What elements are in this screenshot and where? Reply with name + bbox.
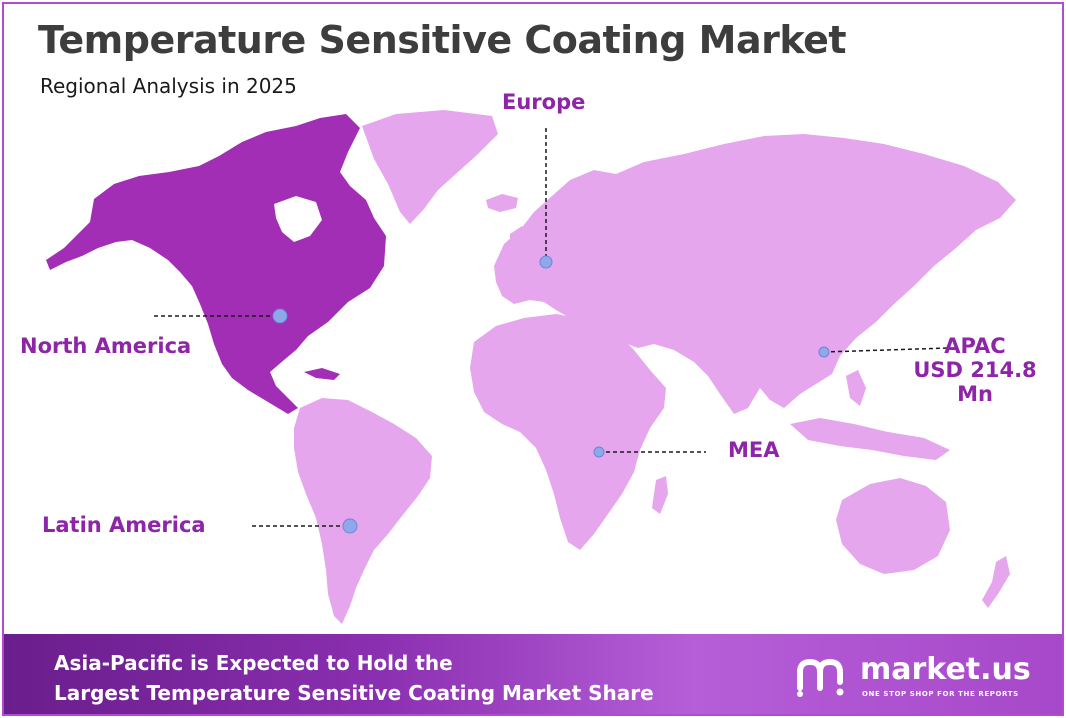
apac-unit: Mn bbox=[957, 382, 993, 407]
page-subtitle: Regional Analysis in 2025 bbox=[40, 74, 297, 98]
apac-label: APAC USD 214.8 Mn bbox=[910, 334, 1040, 406]
latin-america-marker bbox=[342, 518, 358, 534]
brand-tagline: ONE STOP SHOP FOR THE REPORTS bbox=[862, 690, 1019, 698]
indonesia-shape bbox=[790, 418, 950, 460]
page-title: Temperature Sensitive Coating Market bbox=[38, 18, 847, 62]
south-america-shape bbox=[294, 398, 432, 624]
mea-marker bbox=[593, 446, 605, 458]
iceland-shape bbox=[486, 194, 518, 212]
banner-line-1: Asia-Pacific is Expected to Hold the bbox=[54, 651, 453, 675]
brand-logo: market.us ONE STOP SHOP FOR THE REPORTS bbox=[794, 652, 1044, 702]
apac-marker bbox=[818, 346, 830, 358]
africa-shape bbox=[470, 314, 666, 550]
banner-line-2: Largest Temperature Sensitive Coating Ma… bbox=[54, 681, 654, 705]
banner-text: Asia-Pacific is Expected to Hold the Lar… bbox=[54, 648, 654, 708]
uk-shape bbox=[510, 226, 528, 256]
new-zealand-shape bbox=[982, 556, 1010, 608]
north-america-shape bbox=[46, 114, 386, 414]
apac-name: APAC bbox=[944, 334, 1006, 358]
eurasia-shape bbox=[494, 134, 1016, 414]
philippines-shape bbox=[846, 370, 866, 406]
japan-shape bbox=[882, 256, 910, 308]
brand-mark-icon bbox=[797, 658, 844, 697]
brand-name: market.us bbox=[860, 652, 1031, 687]
latin-america-label: Latin America bbox=[42, 513, 206, 537]
madagascar-shape bbox=[652, 476, 668, 514]
world-map bbox=[46, 110, 1016, 624]
apac-value: USD 214.8 bbox=[913, 358, 1037, 383]
footer-banner: Asia-Pacific is Expected to Hold the Lar… bbox=[4, 634, 1062, 714]
europe-marker bbox=[539, 255, 553, 269]
hudson-bay-shape bbox=[274, 196, 322, 242]
caribbean-shape bbox=[304, 368, 340, 380]
greenland-shape bbox=[362, 110, 498, 224]
australia-shape bbox=[836, 478, 950, 574]
north-america-marker bbox=[272, 308, 288, 324]
europe-label: Europe bbox=[502, 90, 586, 114]
north-america-label: North America bbox=[20, 334, 192, 358]
mea-label: MEA bbox=[728, 438, 780, 462]
